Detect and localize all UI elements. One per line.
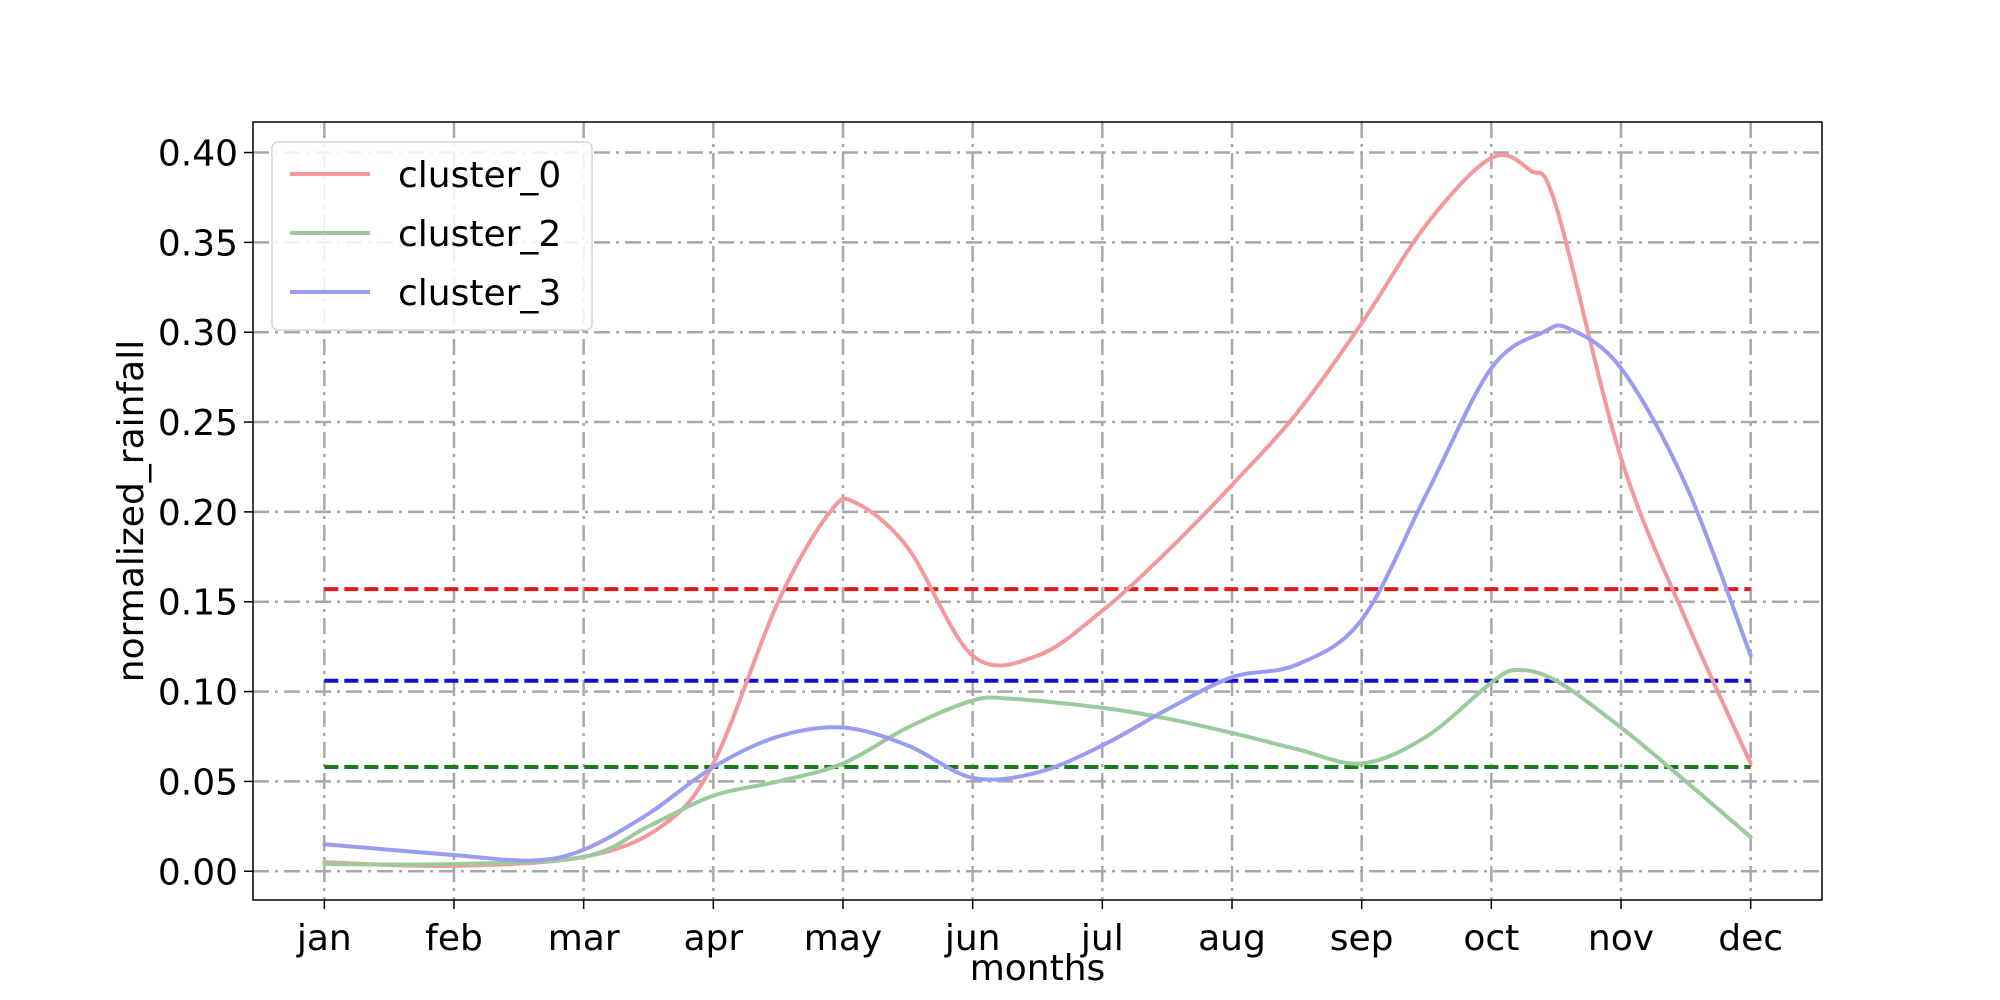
plot-frame xyxy=(252,121,1823,901)
x-tick-label: jun xyxy=(944,918,1001,959)
legend-label: cluster_2 xyxy=(398,214,561,255)
y-tick-label: 0.10 xyxy=(158,673,238,714)
x-axis-ticks: jan feb mar apr may jun jul aug sep oct nov dec xyxy=(296,900,1783,959)
series-line-cluster-2 xyxy=(322,667,1753,867)
legend-label: cluster_0 xyxy=(398,155,561,196)
y-tick-label: 0.40 xyxy=(158,134,238,175)
x-tick-label: mar xyxy=(548,918,620,959)
x-tick-label: feb xyxy=(425,918,483,959)
x-tick-label: nov xyxy=(1588,918,1654,959)
x-tick-label: may xyxy=(804,918,882,959)
y-tick-label: 0.05 xyxy=(158,762,238,803)
y-axis-label: normalized_rainfall xyxy=(111,340,152,682)
x-tick-label: apr xyxy=(683,918,743,959)
series-line-cluster-3 xyxy=(322,323,1753,863)
y-tick-label: 0.30 xyxy=(158,313,238,354)
series-line-cluster-0 xyxy=(322,152,1753,868)
y-tick-label: 0.15 xyxy=(158,583,238,624)
y-tick-label: 0.20 xyxy=(158,493,238,534)
x-tick-label: oct xyxy=(1463,918,1519,959)
legend-label: cluster_3 xyxy=(398,273,561,314)
grid xyxy=(253,122,1822,900)
legend-box xyxy=(271,141,593,331)
x-tick-label: sep xyxy=(1330,918,1394,959)
reference-lines xyxy=(324,587,1751,770)
y-tick-label: 0.25 xyxy=(158,403,238,444)
x-axis-label: months xyxy=(970,948,1106,989)
y-axis-ticks: 0.00 0.05 0.10 0.15 0.20 0.25 0.30 0.35 0.40 xyxy=(158,134,253,893)
legend: cluster_0 cluster_2 cluster_3 xyxy=(271,141,593,331)
x-tick-label: aug xyxy=(1198,918,1266,959)
x-tick-label: jul xyxy=(1080,918,1124,959)
y-tick-label: 0.00 xyxy=(158,852,238,893)
series-lines xyxy=(322,152,1753,868)
x-tick-label: jan xyxy=(296,918,352,959)
x-tick-label: dec xyxy=(1718,918,1783,959)
y-tick-label: 0.35 xyxy=(158,223,238,264)
